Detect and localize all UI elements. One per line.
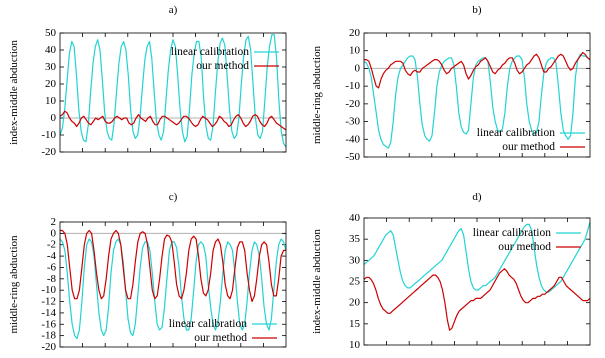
y-tick-label: -18 (41, 330, 56, 342)
y-tick-label: -12 (41, 296, 56, 308)
panel-4: d) index-middle abduction 10 15 20 25 30 35 40 li… (311, 191, 591, 351)
y-tick-label: 10 (45, 95, 57, 107)
legend-label: linear calibration (169, 318, 247, 330)
y-axis-label: middle-ring abduction (8, 235, 20, 334)
y-tick-label: 0 (51, 112, 57, 124)
y-tick-label: -10 (41, 284, 56, 296)
y-tick-label: -4 (47, 250, 57, 262)
y-tick-label: 25 (349, 276, 361, 288)
y-tick-label: -20 (41, 146, 56, 158)
panel-title: c) (169, 191, 178, 203)
series-line-linear-calibration (363, 53, 591, 149)
panel-1: a) index-middle abduction -20 -10 0 10 20 30 40 5… (8, 4, 287, 158)
y-tick-label: 35 (349, 233, 361, 245)
y-tick-label: 50 (45, 27, 57, 39)
series-line-linear-calibration (59, 238, 287, 340)
series-line-linear-calibration (59, 34, 287, 148)
panel-title: d) (472, 191, 482, 203)
y-tick-label: -10 (345, 80, 360, 92)
y-tick-label: 30 (349, 254, 361, 266)
panel-2: b) middle-ring abduction -50 -40 -30 -20 -10 0 1… (311, 4, 591, 163)
legend-label: our method (196, 60, 249, 72)
y-tick-label: -40 (345, 133, 360, 145)
series-line-our-method (363, 268, 591, 331)
y-axis-label: index-middle abduction (8, 40, 20, 145)
panel-title: a) (169, 4, 178, 16)
y-tick-label: 0 (355, 62, 361, 74)
y-tick-label: 0 (51, 227, 57, 239)
plot-frame (363, 217, 591, 346)
y-tick-label: 20 (349, 297, 361, 309)
y-tick-label: 2 (51, 216, 57, 228)
y-tick-label: -30 (345, 116, 360, 128)
series-line-our-method (364, 51, 591, 89)
y-tick-label: 10 (349, 45, 361, 57)
y-tick-label: 20 (45, 78, 57, 90)
y-tick-label: 15 (349, 318, 361, 330)
panel-3: c)middle-ring abduction-20-18-16-14-12-1… (8, 191, 287, 353)
legend-label: linear calibration (473, 227, 551, 239)
legend-label: linear calibration (171, 46, 249, 58)
y-axis-label: middle-ring abduction (311, 45, 323, 144)
y-tick-label: 40 (45, 44, 57, 56)
legend-label: our method (498, 241, 551, 253)
plot-frame (59, 221, 287, 348)
y-tick-label: -10 (41, 129, 56, 141)
legend-label: linear calibration (477, 127, 555, 139)
series-line-our-method (60, 229, 286, 303)
y-tick-label: -14 (41, 307, 56, 319)
y-tick-label: 10 (349, 339, 361, 351)
y-tick-label: -20 (41, 341, 56, 353)
panel-title: b) (472, 4, 482, 16)
y-tick-label: -50 (345, 151, 360, 163)
legend-label: our method (194, 332, 247, 344)
plot-frame (59, 32, 287, 153)
y-tick-label: 20 (349, 27, 361, 39)
series-line-our-method (59, 110, 287, 131)
y-tick-label: -20 (345, 98, 360, 110)
y-axis-label: index-middle abduction (311, 229, 323, 334)
y-tick-label: -8 (47, 273, 57, 285)
y-tick-label: -2 (47, 239, 56, 251)
y-tick-label: -16 (41, 318, 56, 330)
y-tick-label: 30 (45, 61, 57, 73)
y-tick-label: -6 (47, 261, 57, 273)
plot-frame (363, 32, 591, 158)
y-tick-label: 40 (349, 212, 361, 224)
series-line-linear-calibration (363, 222, 591, 293)
legend-label: our method (502, 141, 555, 153)
